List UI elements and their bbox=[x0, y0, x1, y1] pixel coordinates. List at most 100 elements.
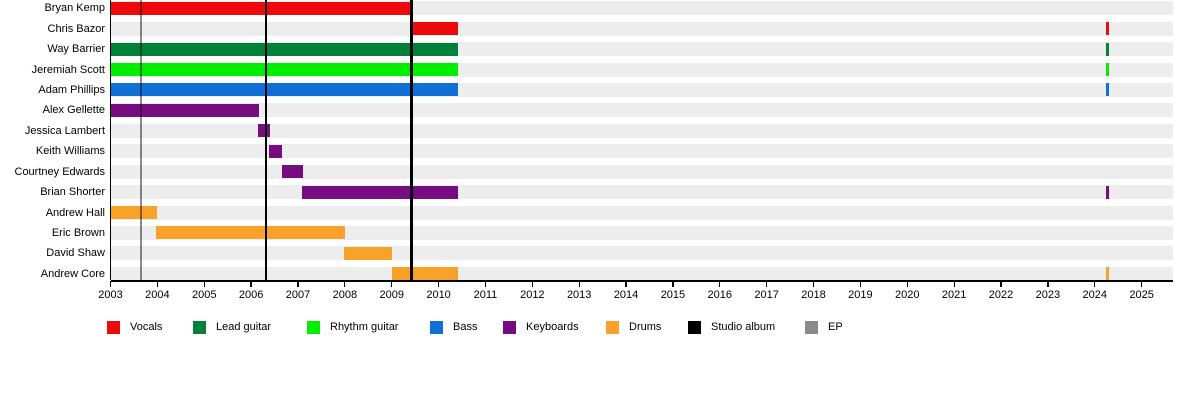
axis-year-label: 2006 bbox=[238, 289, 264, 301]
row-label: Bryan Kemp bbox=[44, 2, 105, 15]
axis-year-label: 2024 bbox=[1082, 289, 1107, 301]
axis-tick bbox=[1140, 281, 1143, 287]
legend-swatch-vocals bbox=[107, 321, 120, 334]
row-label: Courtney Edwards bbox=[14, 165, 106, 178]
axis-tick bbox=[391, 281, 393, 287]
axis-tick bbox=[344, 281, 346, 287]
axis-tick bbox=[766, 281, 768, 287]
axis-tick bbox=[484, 281, 487, 287]
axis-year-label: 2010 bbox=[426, 289, 451, 301]
legend-label: EP bbox=[828, 321, 843, 333]
member-bar bbox=[1106, 267, 1110, 281]
member-bar bbox=[111, 83, 459, 97]
studio-album-line bbox=[264, 0, 268, 280]
axis-year-label: 2023 bbox=[1035, 289, 1061, 301]
axis-year-label: 2016 bbox=[707, 289, 733, 301]
axis-year-label: 2007 bbox=[285, 289, 311, 301]
legend-label: Keyboards bbox=[526, 321, 579, 333]
member-bar bbox=[301, 185, 459, 199]
row-label: David Shaw bbox=[46, 247, 105, 260]
axis-tick bbox=[250, 281, 252, 287]
row-label: Keith Williams bbox=[35, 145, 105, 158]
member-bar bbox=[1106, 83, 1110, 97]
timeline-plot-area: Bryan Kemp Chris Bazor Way Barrier Jeremiah… bbox=[14, 0, 1173, 301]
y-axis-line bbox=[109, 0, 112, 280]
legend-label: Bass bbox=[453, 321, 478, 333]
row-track bbox=[110, 164, 1173, 179]
legend-swatch-studio-album bbox=[688, 321, 701, 334]
legend-swatch-rhythm-guitar bbox=[307, 321, 320, 334]
row-label: Alex Gellette bbox=[42, 104, 105, 117]
axis-year-label: 2013 bbox=[566, 289, 592, 301]
legend-label: Vocals bbox=[130, 321, 163, 333]
ep-release-line bbox=[139, 0, 143, 280]
axis-tick bbox=[906, 281, 908, 287]
legend-swatch-lead-guitar bbox=[193, 321, 206, 334]
axis-year-label: 2008 bbox=[332, 289, 358, 301]
legend-label: Rhythm guitar bbox=[330, 321, 399, 333]
member-bar bbox=[281, 165, 304, 179]
legend-label: Drums bbox=[629, 321, 662, 333]
member-bar bbox=[111, 63, 459, 77]
row-track bbox=[110, 225, 1173, 240]
axis-year-label: 2019 bbox=[848, 289, 873, 301]
member-bar bbox=[156, 226, 345, 240]
row-label: Chris Bazor bbox=[47, 22, 105, 35]
row-label: Andrew Hall bbox=[45, 206, 105, 219]
axis-year-label: 2005 bbox=[191, 289, 217, 301]
axis-tick bbox=[109, 281, 112, 287]
member-bar bbox=[111, 42, 459, 56]
axis-year-label: 2004 bbox=[145, 289, 170, 301]
row-label: Eric Brown bbox=[51, 226, 105, 239]
axis-tick bbox=[812, 281, 815, 287]
axis-year-label: 2025 bbox=[1129, 289, 1154, 301]
row-label: Way Barrier bbox=[47, 43, 105, 56]
axis-year-label: 2020 bbox=[895, 289, 920, 301]
legend-label: Lead guitar bbox=[216, 321, 272, 333]
axis-tick bbox=[156, 281, 159, 287]
axis-year-label: 2022 bbox=[988, 289, 1014, 301]
row-track bbox=[110, 205, 1173, 220]
axis-tick bbox=[672, 281, 674, 287]
x-axis-line bbox=[110, 280, 1173, 282]
axis-tick bbox=[1094, 281, 1096, 287]
member-bar bbox=[258, 124, 270, 138]
row-label: Adam Phillips bbox=[38, 83, 105, 96]
member-bar bbox=[1106, 185, 1110, 199]
axis-year-label: 2009 bbox=[379, 289, 404, 301]
legend-swatch-drums bbox=[606, 321, 619, 334]
axis-tick bbox=[297, 281, 299, 287]
axis-year-label: 2011 bbox=[473, 289, 498, 301]
axis-year-label: 2018 bbox=[801, 289, 826, 301]
member-bar bbox=[1106, 63, 1110, 77]
axis-tick bbox=[625, 281, 627, 287]
axis-tick bbox=[1000, 281, 1002, 287]
row-track bbox=[110, 103, 1173, 118]
axis-year-label: 2014 bbox=[613, 289, 639, 301]
axis-year-label: 2015 bbox=[660, 289, 686, 301]
row-label: Jessica Lambert bbox=[24, 124, 105, 137]
axis-year-label: 2003 bbox=[98, 289, 123, 301]
studio-album-line bbox=[410, 0, 413, 280]
member-bar bbox=[343, 246, 392, 260]
row-label: Andrew Core bbox=[40, 267, 105, 280]
row-label: Brian Shorter bbox=[40, 186, 105, 199]
row-label: Jeremiah Scott bbox=[31, 63, 105, 76]
member-bar bbox=[269, 144, 283, 158]
legend-swatch-bass bbox=[430, 321, 443, 334]
legend-label: Studio album bbox=[711, 321, 776, 333]
axis-tick bbox=[578, 281, 580, 287]
member-bar bbox=[1106, 22, 1110, 36]
member-bar bbox=[410, 22, 459, 36]
axis-year-label: 2017 bbox=[754, 289, 779, 301]
axis-tick bbox=[531, 281, 533, 287]
axis-tick bbox=[953, 281, 955, 287]
member-bar bbox=[391, 267, 459, 281]
axis-year-label: 2021 bbox=[941, 289, 967, 301]
legend-swatch-keyboards bbox=[503, 321, 516, 334]
axis-tick bbox=[1047, 281, 1049, 287]
member-bar bbox=[1106, 42, 1110, 56]
row-track bbox=[110, 144, 1173, 159]
